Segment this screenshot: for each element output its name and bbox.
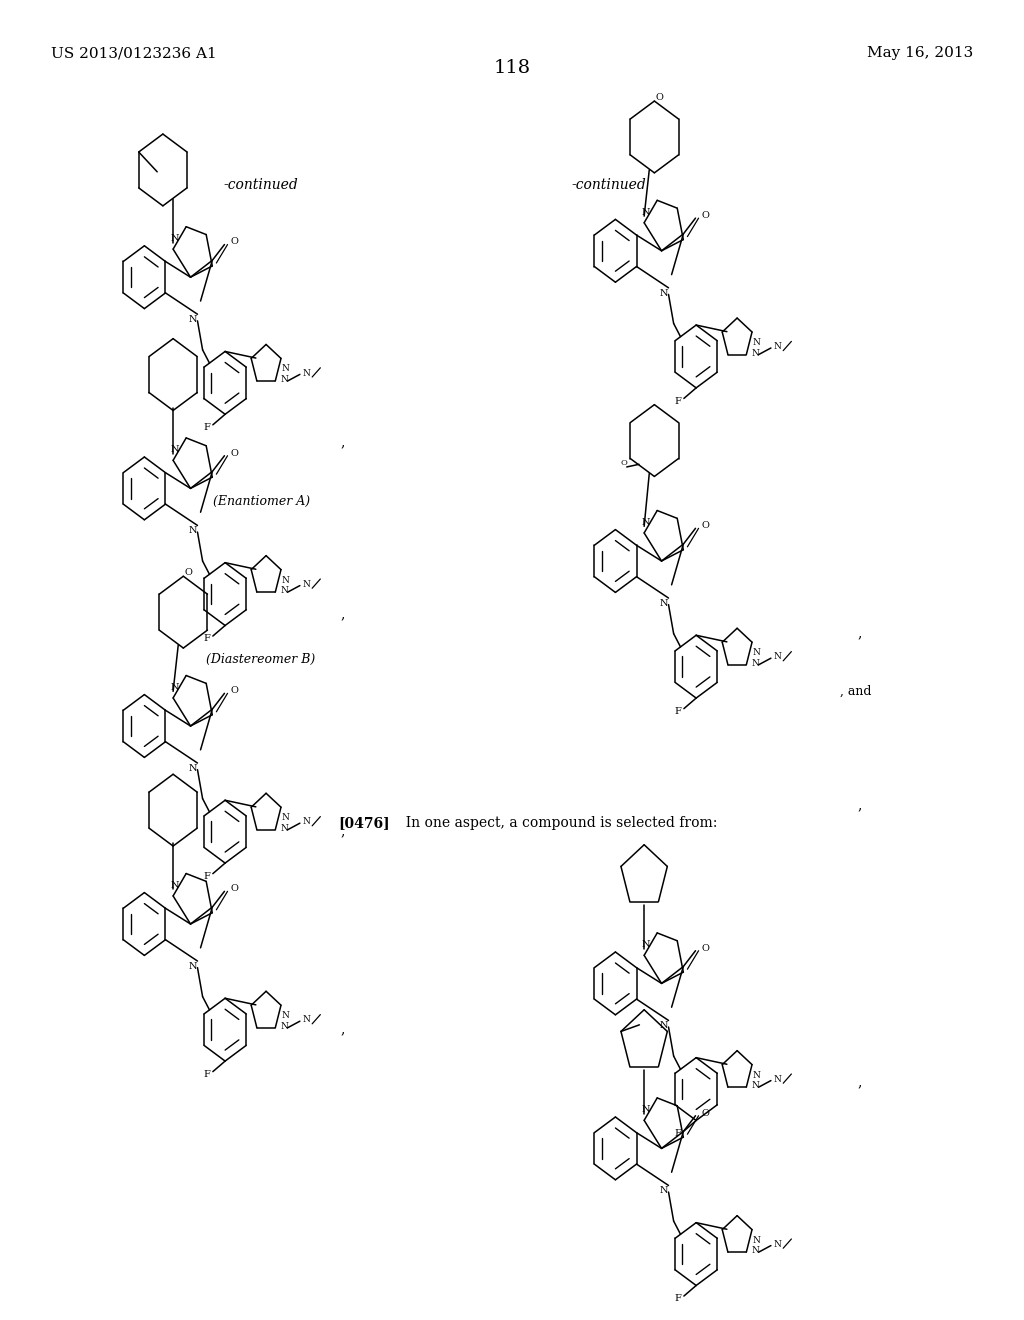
Text: N: N <box>282 813 289 822</box>
Text: O: O <box>230 884 239 894</box>
Text: N: N <box>659 599 668 607</box>
Text: N: N <box>188 315 197 323</box>
Text: N: N <box>281 375 289 384</box>
Text: US 2013/0123236 A1: US 2013/0123236 A1 <box>51 46 217 61</box>
Text: , and: , and <box>840 685 871 698</box>
Text: O: O <box>230 449 239 458</box>
Text: ,: , <box>858 799 862 812</box>
Text: N: N <box>773 342 781 351</box>
Text: N: N <box>171 682 179 692</box>
Text: (Diastereomer B): (Diastereomer B) <box>207 653 315 667</box>
Text: ,: , <box>858 627 862 640</box>
Text: -continued: -continued <box>572 178 646 193</box>
Text: N: N <box>659 1022 668 1030</box>
Text: ,: , <box>858 1076 862 1089</box>
Text: ,: , <box>341 1023 345 1036</box>
Text: N: N <box>773 652 781 661</box>
Text: (Enantiomer A): (Enantiomer A) <box>213 495 309 508</box>
Text: N: N <box>302 1015 310 1024</box>
Text: O: O <box>701 521 710 531</box>
Text: O: O <box>701 1109 710 1118</box>
Text: N: N <box>752 1246 760 1255</box>
Text: [0476]: [0476] <box>338 816 389 830</box>
Text: N: N <box>302 817 310 826</box>
Text: N: N <box>188 962 197 970</box>
Text: N: N <box>752 1081 760 1090</box>
Text: N: N <box>282 576 289 585</box>
Text: N: N <box>773 1074 781 1084</box>
Text: N: N <box>188 764 197 772</box>
Text: F: F <box>674 1294 681 1303</box>
Text: N: N <box>642 940 650 949</box>
Text: O: O <box>655 92 664 102</box>
Text: N: N <box>752 659 760 668</box>
Text: N: N <box>171 880 179 890</box>
Text: N: N <box>282 364 289 374</box>
Text: N: N <box>753 1236 760 1245</box>
Text: N: N <box>659 1187 668 1195</box>
Text: N: N <box>171 234 179 243</box>
Text: N: N <box>188 527 197 535</box>
Text: F: F <box>674 396 681 405</box>
Text: ,: , <box>341 825 345 838</box>
Text: N: N <box>302 579 310 589</box>
Text: May 16, 2013: May 16, 2013 <box>866 46 973 61</box>
Text: F: F <box>674 1129 681 1138</box>
Text: O: O <box>621 459 627 467</box>
Text: N: N <box>773 1239 781 1249</box>
Text: O: O <box>701 944 710 953</box>
Text: N: N <box>171 445 179 454</box>
Text: 118: 118 <box>494 59 530 78</box>
Text: ,: , <box>341 436 345 449</box>
Text: F: F <box>203 871 210 880</box>
Text: In one aspect, a compound is selected from:: In one aspect, a compound is selected fr… <box>397 816 718 830</box>
Text: ,: , <box>341 607 345 620</box>
Text: F: F <box>203 1069 210 1078</box>
Text: O: O <box>701 211 710 220</box>
Text: N: N <box>281 1022 289 1031</box>
Text: N: N <box>281 824 289 833</box>
Text: N: N <box>753 1071 760 1080</box>
Text: N: N <box>302 368 310 378</box>
Text: N: N <box>752 348 760 358</box>
Text: F: F <box>674 706 681 715</box>
Text: N: N <box>659 289 668 297</box>
Text: F: F <box>203 422 210 432</box>
Text: O: O <box>230 686 239 696</box>
Text: N: N <box>642 517 650 527</box>
Text: O: O <box>184 568 193 577</box>
Text: N: N <box>282 1011 289 1020</box>
Text: -continued: -continued <box>224 178 298 193</box>
Text: N: N <box>753 338 760 347</box>
Text: N: N <box>642 207 650 216</box>
Text: F: F <box>203 634 210 643</box>
Text: N: N <box>753 648 760 657</box>
Text: O: O <box>230 238 239 247</box>
Text: N: N <box>281 586 289 595</box>
Text: N: N <box>642 1105 650 1114</box>
